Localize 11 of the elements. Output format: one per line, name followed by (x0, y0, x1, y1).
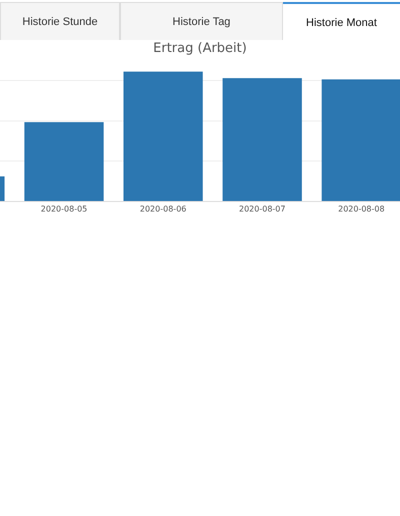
bar (322, 79, 400, 201)
bar (123, 72, 203, 201)
x-tick-label: 2020-08-08 (338, 204, 385, 214)
x-tick-label: 2020-08-07 (238, 204, 286, 214)
bar (222, 78, 302, 201)
tab-button: Historie Tag (120, 2, 283, 42)
chart-title: Ertrag (Arbeit) (153, 40, 247, 56)
x-tick-label: 2020-08-05 (40, 204, 88, 214)
tab-button: Historie Stunde (0, 2, 120, 42)
x-tick-label: 2020-08-06 (140, 204, 186, 214)
bar (24, 122, 104, 201)
